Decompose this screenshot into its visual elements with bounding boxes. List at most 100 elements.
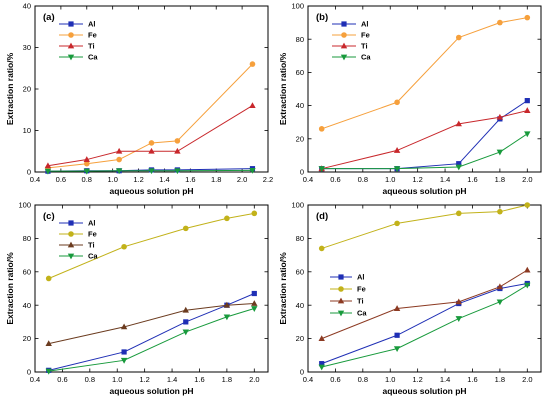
data-point-ca (120, 357, 128, 364)
x-axis-title: aqueous solution pH (109, 386, 193, 396)
y-tick-label: 20 (23, 334, 31, 343)
panel-label: (c) (43, 211, 55, 222)
data-point-fe (455, 34, 462, 41)
y-tick-label: 20 (296, 134, 304, 143)
x-tick-label: 1.0 (385, 375, 395, 384)
legend-label-fe: Fe (357, 285, 366, 294)
y-tick-label: 100 (18, 201, 31, 210)
legend: Al Fe Ti Ca (59, 20, 98, 62)
x-tick-label: 2.0 (522, 175, 532, 184)
legend-label-ti: Ti (88, 241, 95, 250)
legend-marker (337, 310, 345, 317)
data-point-fe (455, 210, 462, 217)
legend-label-ti: Ti (88, 42, 95, 51)
data-point-fe (45, 275, 52, 282)
x-tick-label: 0.6 (56, 175, 66, 184)
series-fe (318, 202, 531, 252)
y-tick-label: 20 (23, 85, 31, 94)
y-tick-label: 80 (296, 234, 304, 243)
data-point-ca (223, 314, 231, 321)
legend-marker (67, 241, 75, 248)
series-ti (318, 107, 531, 172)
data-point-al (456, 161, 462, 167)
x-tick-label: 0.8 (358, 375, 368, 384)
data-point-ti (148, 147, 155, 154)
data-point-fe (182, 225, 189, 232)
plot-frame (34, 204, 269, 373)
legend-label-fe: Fe (361, 31, 370, 40)
data-point-ca (44, 168, 52, 175)
series-ti (44, 102, 256, 169)
data-point-fe (318, 126, 325, 132)
data-point-ti (524, 266, 531, 273)
x-tick-label: 1.0 (107, 175, 117, 184)
panel-c: 0.4 0.6 0.8 1.0 1.2 1.4 1.6 1.8 2.0 0 20 40 60 80 100 a… (5, 201, 269, 396)
y-tick-label: 80 (23, 234, 31, 243)
x-tick-label: 0.6 (330, 375, 340, 384)
y-tick-label: 60 (296, 267, 304, 276)
x-tick-label: 2.0 (249, 375, 259, 384)
legend-label-ti: Ti (361, 42, 368, 51)
x-tick-label: 0.4 (30, 375, 40, 384)
data-point-fe (148, 140, 155, 146)
y-tick-label: 0 (300, 368, 304, 377)
plot-frame (34, 5, 269, 173)
legend-marker (67, 253, 75, 260)
series-fe (45, 61, 256, 171)
data-point-ca (174, 168, 181, 175)
x-axis-title: aqueous solution pH (382, 386, 466, 396)
series-fe (318, 14, 531, 132)
data-point-ti (496, 283, 504, 290)
x-tick-label: 1.8 (222, 375, 232, 384)
data-point-ti (524, 107, 531, 113)
legend: Al Fe Ti Ca (59, 219, 98, 261)
y-tick-label: 0 (300, 168, 304, 177)
series-al (319, 98, 530, 172)
legend-label-al: Al (361, 20, 369, 29)
x-tick-label: 1.6 (467, 175, 477, 184)
legend-marker (341, 32, 347, 38)
series-line-ti (321, 269, 528, 340)
data-point-ca (182, 329, 189, 336)
x-tick-label: 1.2 (412, 175, 422, 184)
legend: Al Fe Ti Ca (332, 20, 371, 62)
data-point-ca (524, 131, 531, 138)
legend-marker (337, 297, 345, 304)
x-tick-label: 1.4 (440, 175, 450, 184)
panel-b: 0.4 0.6 0.8 1.0 1.2 1.4 1.6 1.8 2.0 0 20 40 60 80 100 a… (278, 2, 542, 196)
data-point-ca (115, 168, 123, 175)
legend-label-fe: Fe (88, 230, 97, 239)
x-tick-label: 0.6 (330, 175, 340, 184)
series-line-ti (48, 303, 255, 345)
data-point-ti (83, 156, 90, 162)
series-al (46, 290, 257, 373)
y-tick-label: 40 (296, 101, 304, 110)
data-point-ca (148, 168, 155, 175)
data-point-ti (393, 147, 401, 153)
plot-frame (307, 204, 542, 373)
data-point-al (524, 98, 530, 104)
legend-label-al: Al (357, 273, 365, 282)
data-point-fe (394, 220, 400, 227)
series-line-ca (47, 169, 253, 172)
panel-label: (d) (316, 211, 328, 222)
data-point-ti (182, 306, 189, 313)
x-tick-label: 1.4 (167, 375, 177, 384)
data-point-ti (45, 340, 52, 347)
x-tick-label: 0.4 (30, 175, 40, 184)
data-point-ca (45, 368, 52, 375)
y-tick-label: 40 (23, 2, 31, 11)
data-point-ca (83, 168, 90, 175)
data-point-fe (524, 14, 531, 21)
data-point-al (121, 349, 127, 355)
x-tick-label: 0.8 (82, 175, 92, 184)
y-tick-label: 40 (296, 301, 304, 310)
series-line-ti (321, 110, 528, 170)
y-axis-title: Extraction ratio/% (278, 252, 288, 325)
series-line-ca (48, 308, 255, 372)
x-tick-label: 1.0 (112, 375, 122, 384)
y-tick-label: 60 (23, 267, 31, 276)
data-point-al (319, 361, 325, 367)
series-line-ti (47, 105, 253, 167)
